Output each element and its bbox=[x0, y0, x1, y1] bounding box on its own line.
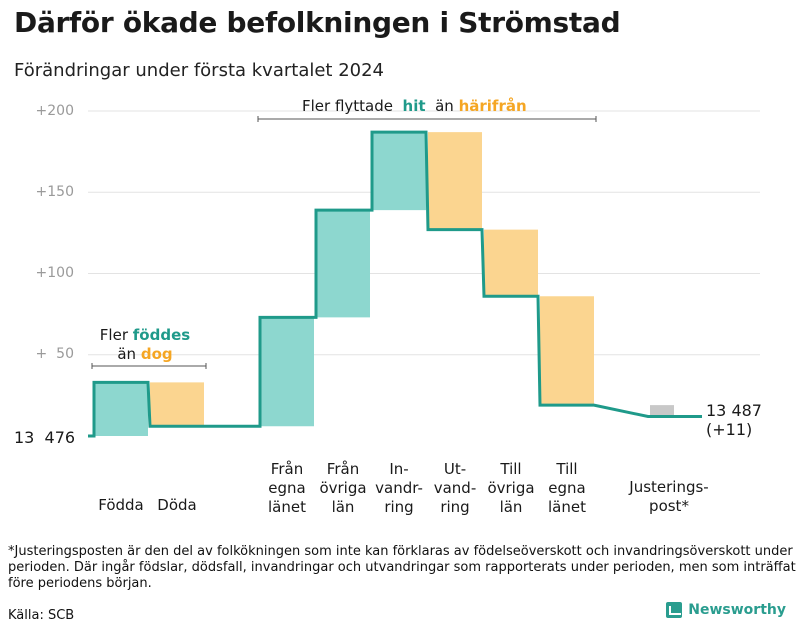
waterfall-line bbox=[88, 130, 702, 438]
x-axis-label-line: Födda bbox=[98, 496, 144, 514]
x-axis-label: Från egna länet bbox=[250, 460, 324, 517]
x-axis-label-line: Justerings- bbox=[629, 478, 709, 496]
x-axis-label-line: vand- bbox=[433, 479, 477, 497]
annotation-highlight-harifran: härifrån bbox=[458, 97, 527, 115]
x-axis-label-line: länet bbox=[268, 498, 306, 516]
chart-subtitle: Förändringar under första kvartalet 2024 bbox=[14, 60, 385, 81]
x-axis-label-line: vandr- bbox=[375, 479, 423, 497]
births-deaths-annotation: Fler föddes än dog bbox=[90, 326, 200, 364]
x-axis-label-line: egna bbox=[548, 479, 586, 497]
bar-increase bbox=[260, 317, 314, 427]
annotation-highlight-foddes: föddes bbox=[132, 326, 191, 344]
bar-decrease bbox=[428, 132, 482, 230]
annotation-text: än bbox=[435, 97, 454, 115]
x-axis-label: Till övriga län bbox=[474, 460, 548, 517]
x-axis-label-line: In- bbox=[389, 460, 409, 478]
chart-title: Därför ökade befolkningen i Strömstad bbox=[14, 6, 621, 39]
x-axis-label: In-vandr-ring bbox=[362, 460, 436, 517]
source: Källa: SCB bbox=[8, 608, 75, 623]
bar-decrease bbox=[150, 382, 204, 427]
x-axis-label-line: länet bbox=[548, 498, 586, 516]
x-axis-label: Till egna länet bbox=[530, 460, 604, 517]
x-axis-label-line: Från bbox=[270, 460, 304, 478]
bar-decrease bbox=[540, 296, 594, 406]
x-axis-label-line: post* bbox=[649, 497, 689, 515]
annotation-text: Fler flyttade bbox=[302, 97, 393, 115]
x-axis-label-line: Döda bbox=[157, 496, 197, 514]
x-axis-label-line: ring bbox=[440, 498, 470, 516]
x-axis-label: Ut-vand-ring bbox=[418, 460, 492, 517]
brand-logo: Newsworthy bbox=[666, 602, 786, 618]
annotation-highlight-dog: dog bbox=[140, 345, 173, 363]
x-axis-label: Justerings-post* bbox=[624, 478, 714, 516]
bar-increase bbox=[94, 382, 148, 436]
y-tick-label: + 50 bbox=[35, 346, 74, 362]
x-axis-label-line: län bbox=[499, 498, 523, 516]
end-total: 13 487 bbox=[706, 401, 762, 420]
x-axis-label-line: Till bbox=[500, 460, 522, 478]
bar-decrease bbox=[484, 229, 538, 297]
annotation-text: än bbox=[117, 345, 137, 363]
x-axis-label-line: ring bbox=[384, 498, 414, 516]
x-axis-label: Döda bbox=[140, 496, 214, 515]
bar-adjustment bbox=[650, 405, 674, 417]
brand-name: Newsworthy bbox=[688, 602, 786, 618]
end-value-label: 13 487 (+11) bbox=[706, 401, 762, 439]
y-tick-label: +150 bbox=[35, 184, 74, 200]
x-axis-label: Från övriga län bbox=[306, 460, 380, 517]
x-axis-label-line: län bbox=[331, 498, 355, 516]
bar-increase bbox=[316, 210, 370, 318]
x-axis-label-line: övriga bbox=[319, 479, 367, 497]
y-tick-label: +200 bbox=[35, 103, 74, 119]
migration-annotation: Fler flyttade hit än härifrån bbox=[302, 97, 527, 115]
x-axis-label-line: Ut- bbox=[443, 460, 467, 478]
newsworthy-logo-icon bbox=[666, 602, 683, 618]
x-axis-label: Födda bbox=[84, 496, 158, 515]
footnote: *Justeringsposten är den del av folkökni… bbox=[8, 544, 796, 591]
baseline-label: 13 476 bbox=[14, 428, 76, 447]
x-axis-label-line: övriga bbox=[487, 479, 535, 497]
x-axis-label-line: Till bbox=[556, 460, 578, 478]
end-change: (+11) bbox=[706, 420, 753, 439]
bar-increase bbox=[372, 132, 426, 211]
x-axis-label-line: egna bbox=[268, 479, 306, 497]
y-tick-label: +100 bbox=[35, 265, 74, 281]
annotation-text: Fler bbox=[99, 326, 128, 344]
annotation-highlight-hit: hit bbox=[402, 97, 426, 115]
x-axis-label-line: Från bbox=[326, 460, 360, 478]
